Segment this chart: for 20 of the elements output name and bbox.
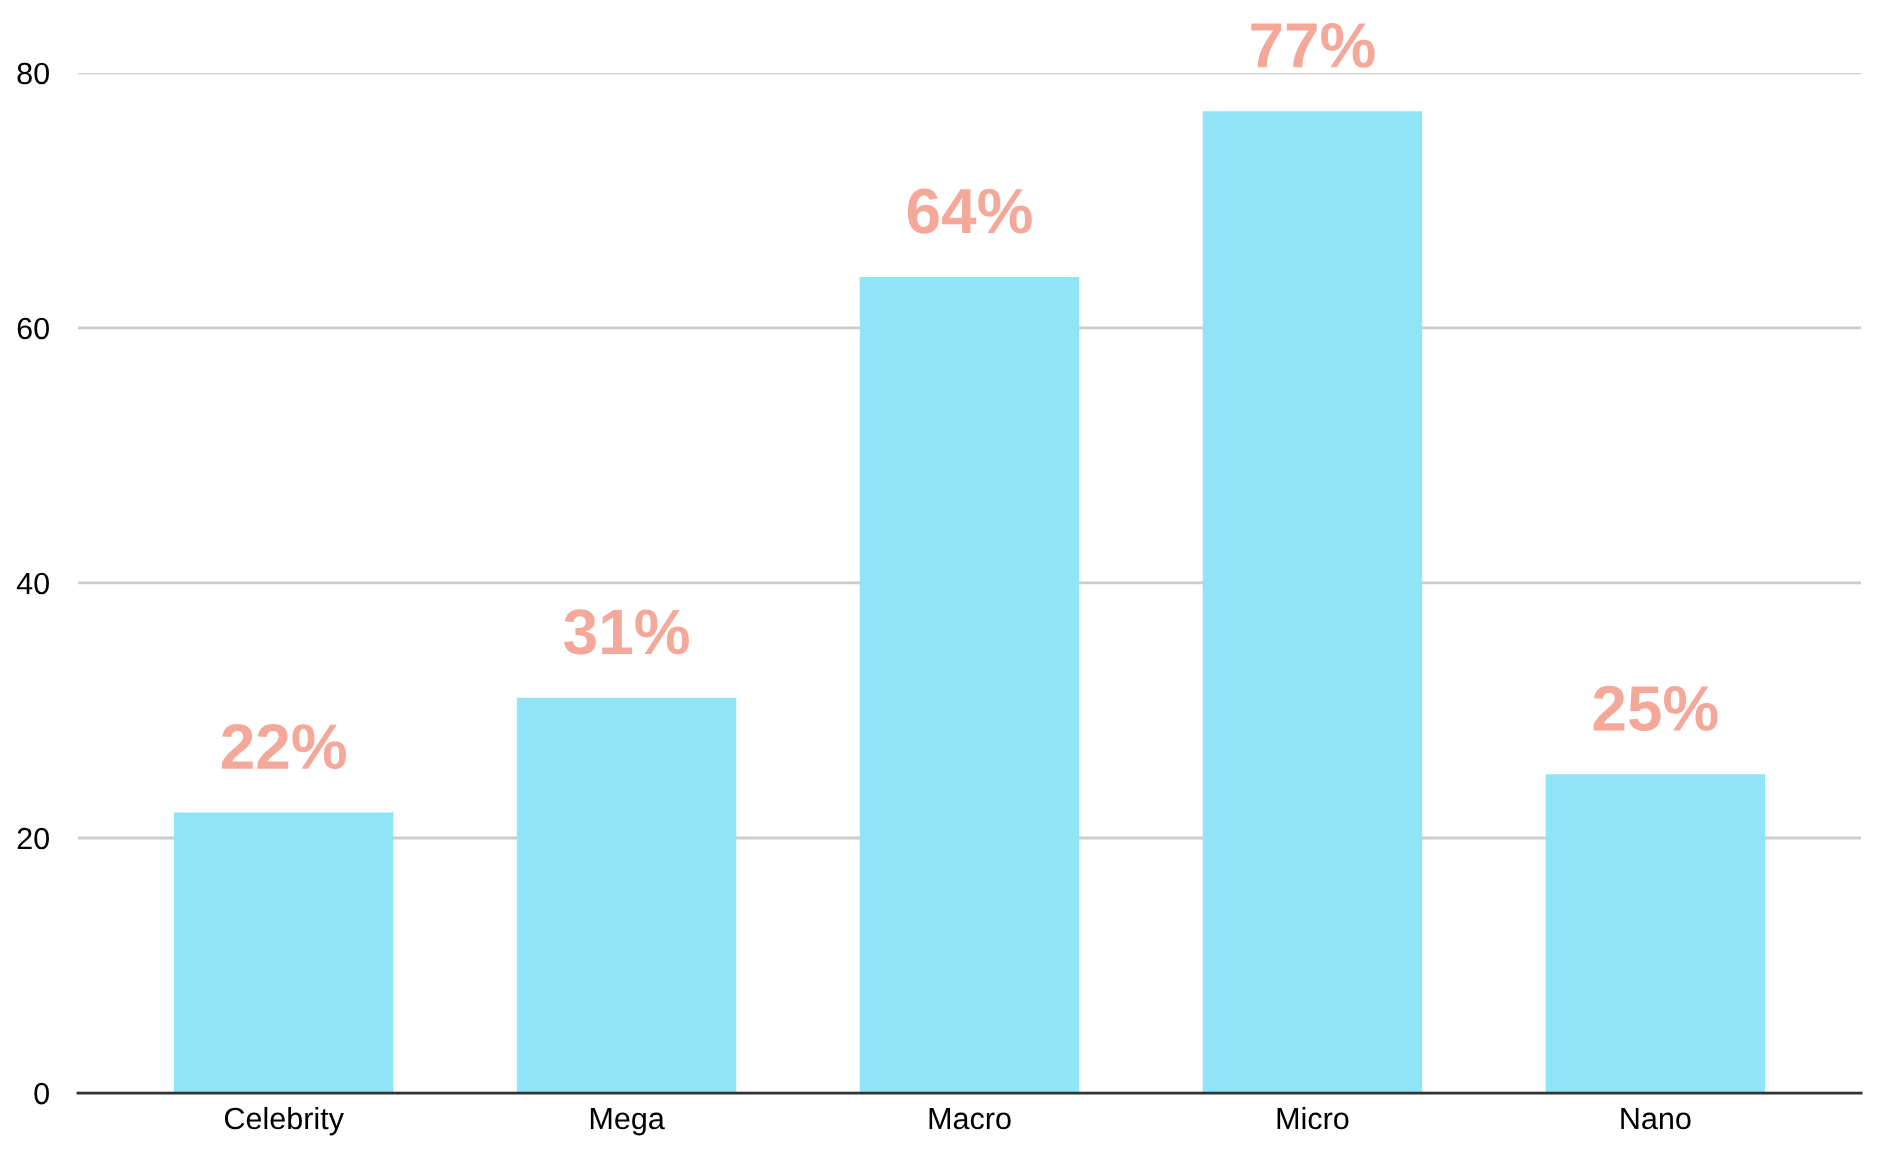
data-label: 64%	[907, 188, 1032, 234]
bar	[859, 276, 1080, 1094]
data-label: 22%	[221, 724, 346, 770]
bar	[1202, 111, 1423, 1094]
data-label: 77%	[1251, 22, 1375, 68]
bar	[1545, 774, 1766, 1094]
data-label: 25%	[1593, 685, 1718, 732]
x-tick-label: Micro	[1277, 1106, 1349, 1130]
y-tick-label: 0	[34, 1082, 49, 1105]
x-tick-label: Celebrity	[224, 1106, 344, 1136]
y-tick-label: 40	[16, 572, 49, 595]
bar	[516, 697, 737, 1094]
x-tick-label: Nano	[1621, 1108, 1691, 1130]
x-tick-label: Mega	[590, 1108, 665, 1136]
y-tick-label: 20	[17, 827, 49, 850]
data-label: 31%	[564, 609, 689, 655]
bar	[173, 812, 394, 1094]
y-tick-label: 60	[17, 317, 49, 340]
x-tick-label: Macro	[929, 1108, 1011, 1130]
y-tick-label: 80	[17, 62, 49, 85]
